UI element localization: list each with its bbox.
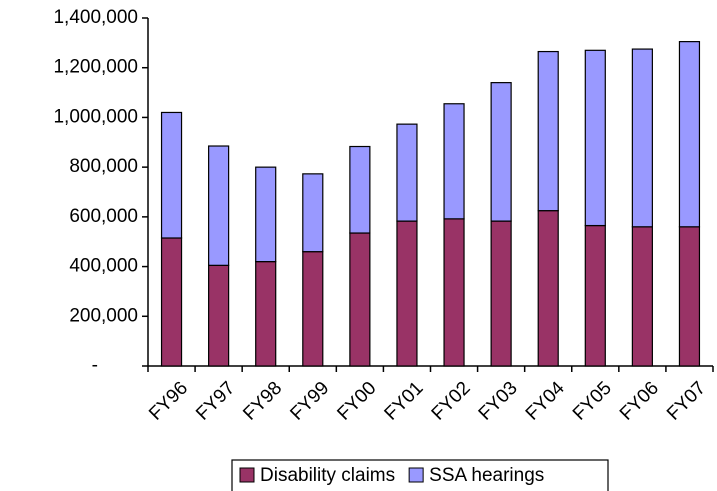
bar-segment xyxy=(537,50,559,212)
bar-segment xyxy=(631,48,653,228)
x-tick-label: FY00 xyxy=(333,378,380,425)
bar-segment xyxy=(678,41,701,228)
bar-segment xyxy=(443,218,465,367)
bar-segment xyxy=(537,210,559,367)
bar-segment xyxy=(396,123,418,222)
x-tick-label: FY01 xyxy=(381,378,428,425)
bar-segment xyxy=(160,111,183,239)
legend-swatch xyxy=(239,467,255,483)
bar-segment xyxy=(584,49,606,227)
y-tick-label: - xyxy=(92,355,98,376)
x-tick-label: FY99 xyxy=(286,378,333,425)
x-tick-label: FY03 xyxy=(475,378,522,425)
bar-segment xyxy=(208,145,230,266)
bar-segment xyxy=(349,232,371,367)
y-tick-label: 200,000 xyxy=(69,305,138,326)
bar-segment xyxy=(255,261,277,367)
y-tick-label: 1,200,000 xyxy=(53,57,138,78)
bar-segment xyxy=(631,226,653,367)
bar-segment xyxy=(255,166,277,263)
x-tick-label: FY98 xyxy=(239,378,286,425)
y-tick-label: 600,000 xyxy=(69,206,138,227)
x-tick-label: FY07 xyxy=(663,378,710,425)
y-tick-label: 800,000 xyxy=(69,156,138,177)
bar-segment xyxy=(490,82,512,222)
x-tick-label: FY96 xyxy=(145,378,192,425)
y-tick-label: 1,000,000 xyxy=(53,106,138,127)
legend: Disability claims SSA hearings xyxy=(231,459,609,491)
x-tick-label: FY06 xyxy=(616,378,663,425)
bar-segment xyxy=(208,264,230,367)
x-tick-label: FY05 xyxy=(569,378,616,425)
legend-label: Disability claims xyxy=(260,465,395,486)
legend-swatch xyxy=(408,467,424,483)
y-tick-label: 1,400,000 xyxy=(53,7,138,28)
bar-segment xyxy=(302,251,324,367)
bar-segment xyxy=(678,226,701,367)
x-tick-label: FY02 xyxy=(428,378,475,425)
bar-segment xyxy=(490,220,512,367)
bar-segment xyxy=(443,103,465,220)
x-tick-label: FY97 xyxy=(192,378,239,425)
bar-segment xyxy=(302,173,324,253)
bar-segment xyxy=(584,224,606,367)
bar-segment xyxy=(396,220,418,367)
y-tick-label: 400,000 xyxy=(69,256,138,277)
legend-label: SSA hearings xyxy=(429,465,544,486)
bar-segment xyxy=(349,145,371,234)
bar-segment xyxy=(160,237,183,367)
x-tick-label: FY04 xyxy=(522,377,569,424)
